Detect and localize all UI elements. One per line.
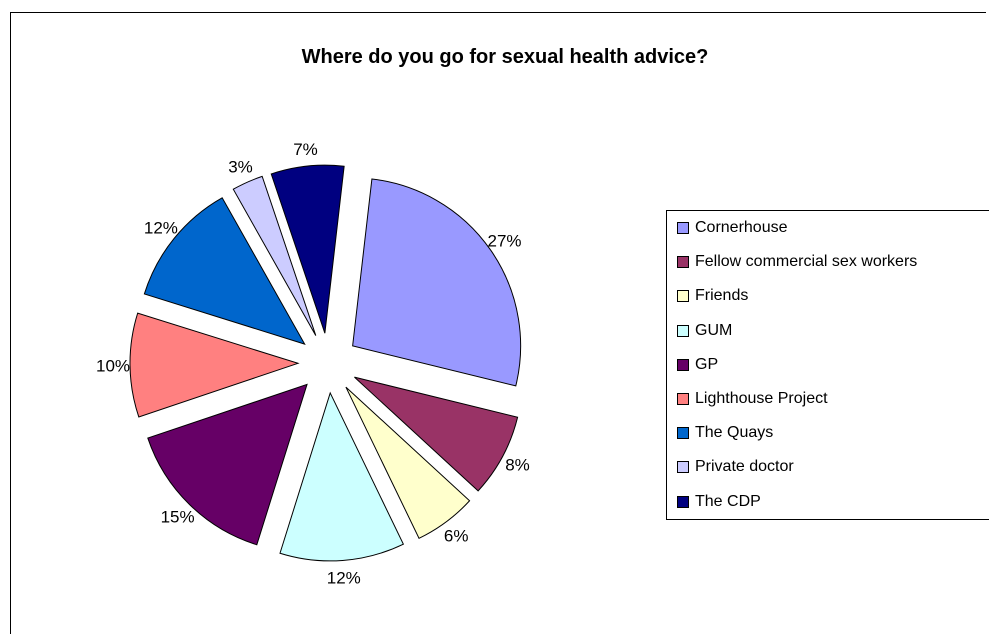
data-label: 27% bbox=[488, 231, 522, 250]
legend-swatch bbox=[677, 393, 689, 405]
legend: Cornerhouse Fellow commercial sex workers… bbox=[666, 210, 989, 520]
legend-swatch bbox=[677, 427, 689, 440]
legend-item: GUM bbox=[677, 320, 732, 342]
legend-item: Friends bbox=[677, 285, 748, 307]
legend-swatch bbox=[677, 358, 689, 371]
legend-item: The CDP bbox=[677, 491, 761, 513]
pie-slice-gp bbox=[147, 383, 308, 546]
data-label: 8% bbox=[505, 456, 530, 475]
data-label: 6% bbox=[444, 527, 469, 546]
pie-slice-friends bbox=[345, 386, 471, 539]
legend-label: Private doctor bbox=[695, 458, 794, 476]
legend-item: GP bbox=[677, 354, 718, 376]
pie-slice-gum bbox=[279, 391, 405, 562]
legend-swatch bbox=[677, 256, 689, 269]
chart-title: Where do you go for sexual health advice… bbox=[301, 46, 709, 68]
legend-swatch bbox=[677, 461, 689, 474]
legend-label: Fellow commercial sex workers bbox=[695, 253, 918, 271]
data-label: 12% bbox=[327, 568, 361, 587]
legend-label: GP bbox=[695, 355, 719, 373]
pie-slice-private-doctor bbox=[232, 175, 317, 336]
pie-slice-lighthouse-project bbox=[129, 312, 300, 418]
legend-label: The Quays bbox=[695, 424, 774, 442]
legend-label: Cornerhouse bbox=[695, 219, 788, 236]
legend-label: GUM bbox=[695, 321, 733, 339]
data-label: 3% bbox=[228, 158, 253, 177]
legend-item: Private doctor bbox=[677, 456, 794, 478]
legend-swatch bbox=[677, 222, 689, 234]
pie-slice-the-cdp bbox=[270, 164, 345, 334]
legend-item: Lighthouse Project bbox=[677, 388, 828, 410]
legend-label: The CDP bbox=[695, 492, 761, 510]
data-label: 15% bbox=[161, 508, 195, 527]
legend-item: Fellow commercial sex workers bbox=[677, 251, 917, 273]
legend-label: Lighthouse Project bbox=[695, 390, 828, 407]
data-label: 7% bbox=[293, 140, 318, 159]
legend-item: The Quays bbox=[677, 422, 773, 444]
data-label: 12% bbox=[144, 219, 178, 238]
legend-item: Cornerhouse bbox=[677, 217, 788, 239]
pie-slice-fellow-commercial-sex-workers bbox=[354, 376, 519, 492]
legend-swatch bbox=[677, 495, 689, 508]
legend-label: Friends bbox=[695, 287, 749, 305]
legend-swatch bbox=[677, 290, 689, 303]
pie-slice-the-quays bbox=[143, 197, 306, 345]
pie-slice-cornerhouse bbox=[352, 178, 522, 387]
data-label: 10% bbox=[96, 356, 130, 375]
legend-swatch bbox=[677, 324, 689, 337]
